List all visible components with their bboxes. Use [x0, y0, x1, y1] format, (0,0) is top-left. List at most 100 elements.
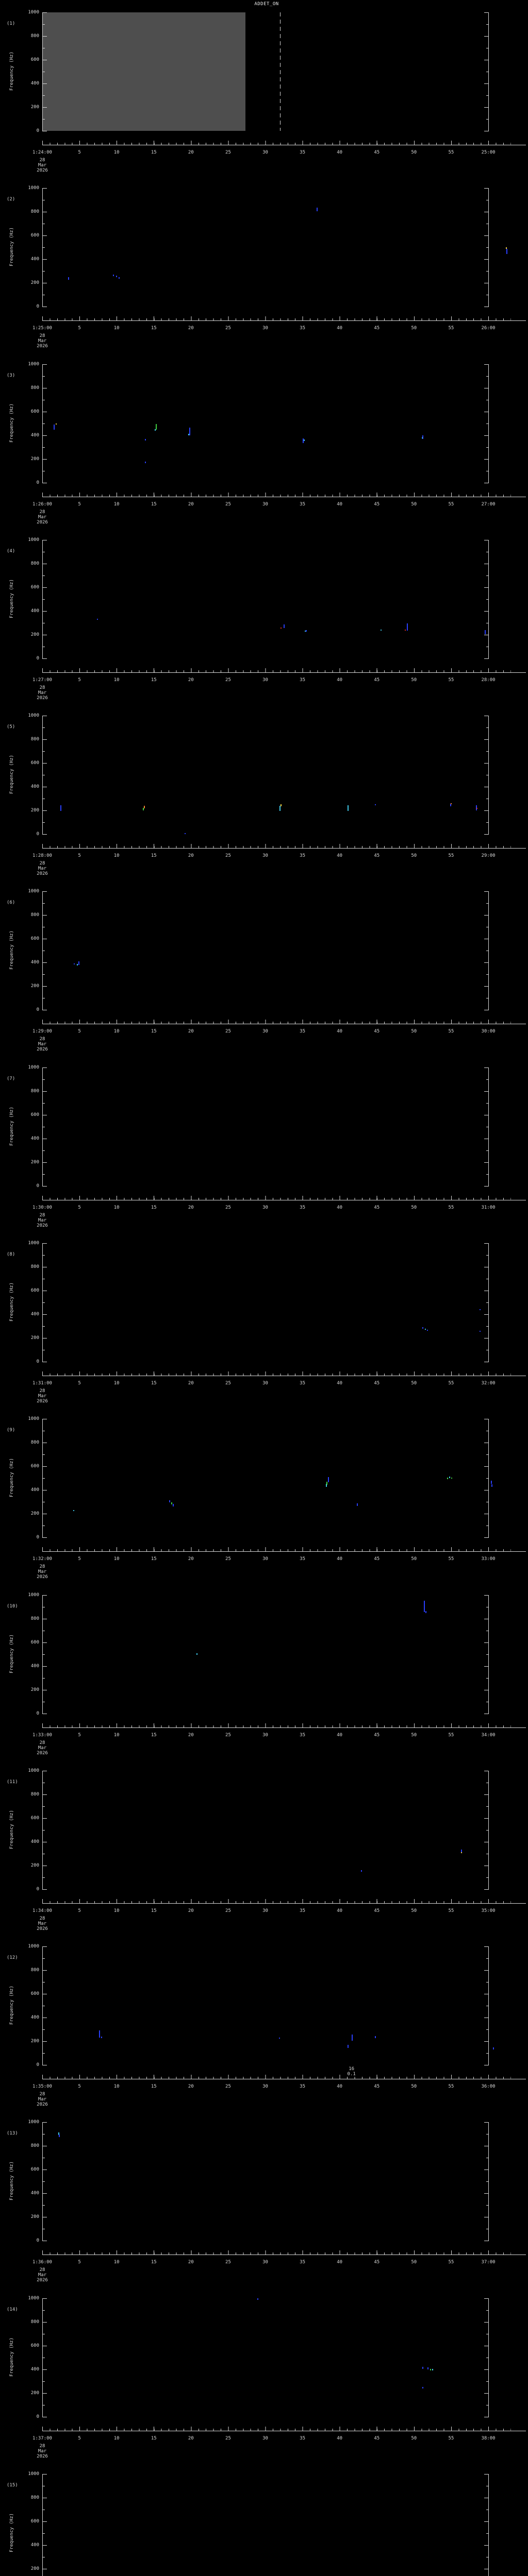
detection-mark	[374, 804, 376, 806]
spectrogram-panel-10: 1:33:00 5 10 15 20 25 30 35 40 45 50 55 34:00 28 Mar 20…	[0, 1583, 528, 1758]
y-axis-right	[488, 1770, 489, 1890]
panel-number: (3)	[7, 372, 15, 378]
detection-mark	[424, 1328, 426, 1330]
x-end-label: 32:00	[481, 1381, 496, 1386]
x-tick-label: 35	[300, 1205, 306, 1210]
x-tick-label: 55	[448, 1205, 454, 1210]
x-tick-label: 45	[374, 1381, 380, 1386]
y-tick-label: 1000	[28, 537, 39, 543]
y-tick-label: 600	[30, 2519, 39, 2524]
x-tick-label: 30	[262, 501, 268, 507]
x-tick-label: 10	[113, 326, 120, 331]
detection-mark	[461, 1849, 463, 1853]
y-major-ticks	[43, 1595, 47, 1714]
detection-mark	[352, 2034, 353, 2041]
y-minor-ticks	[43, 539, 45, 659]
y-minor-ticks	[43, 1067, 45, 1187]
x-tick-label: 20	[188, 1205, 194, 1210]
x-tick-label: 30	[262, 1732, 268, 1738]
x-tick-label: 40	[337, 2084, 343, 2090]
detection-mark	[56, 423, 57, 425]
x-tick-label: 40	[337, 1029, 343, 1035]
y-tick-label: 1000	[28, 889, 39, 894]
x-tick-label: 35	[300, 2084, 306, 2090]
detection-mark	[326, 1482, 328, 1485]
y-major-ticks	[43, 364, 47, 483]
x-tick-label: 5	[78, 326, 81, 331]
spectrogram-panel-13: 1:36:00 5 10 15 20 25 30 35 40 45 50 55 37:00 28 Mar 20…	[0, 2110, 528, 2285]
date-label: 28 Mar 2026	[37, 333, 48, 349]
x-minor-ticks	[42, 1549, 511, 1552]
y-axis-title: Frequency (Hz)	[9, 52, 14, 91]
x-tick-label: 20	[188, 2260, 194, 2265]
x-tick-label: 20	[188, 2084, 194, 2090]
date-label: 28 Mar 2026	[37, 1212, 48, 1228]
y-tick-label: 200	[30, 2214, 39, 2220]
x-tick-label: 10	[113, 1908, 120, 1913]
x-end-label: 26:00	[481, 326, 496, 331]
detection-mark	[280, 627, 282, 629]
x-tick-label: 45	[374, 1205, 380, 1210]
x-tick-label: 35	[300, 326, 306, 331]
date-label: 28 Mar 2026	[37, 2092, 48, 2108]
x-end-label: 36:00	[481, 2084, 496, 2090]
detection-mark	[357, 1503, 358, 1506]
y-minor-ticks	[43, 1419, 45, 1538]
y-minor-ticks-right	[486, 1067, 488, 1187]
x-tick-label: 30	[262, 1029, 268, 1035]
y-tick-label: 600	[30, 584, 39, 590]
y-minor-ticks	[43, 12, 45, 131]
x-tick-label: 30	[262, 150, 268, 155]
x-tick-label: 55	[448, 501, 454, 507]
detection-mark	[101, 2036, 103, 2038]
y-axis-right	[488, 188, 489, 308]
date-label: 28 Mar 2026	[37, 1916, 48, 1931]
y-tick-label: 400	[30, 784, 39, 790]
x-tick-label: 5	[78, 677, 81, 683]
panel-number: (2)	[7, 197, 15, 202]
y-tick-label: 200	[30, 808, 39, 814]
y-major-ticks	[43, 2474, 47, 2576]
x-start-label: 1:32:00	[32, 1556, 52, 1562]
y-axis	[42, 1067, 43, 1187]
y-axis-title: Frequency (Hz)	[9, 227, 14, 267]
detection-mark	[283, 624, 285, 629]
panel-number: (5)	[7, 724, 15, 730]
y-tick-label: 1000	[28, 1064, 39, 1070]
x-tick-label: 30	[262, 2260, 268, 2265]
y-tick-label: 200	[30, 632, 39, 637]
y-minor-ticks	[43, 891, 45, 1011]
x-tick-label: 35	[300, 501, 306, 507]
spectrogram-panel-15: 1:38:0051015202530354045505539:0028Mar20…	[0, 2462, 528, 2576]
y-tick-label: 400	[30, 257, 39, 262]
y-axis-right	[488, 2298, 489, 2417]
y-tick-label: 0	[36, 1535, 39, 1540]
spectrogram-panel-4: 1:27:00 5 10 15 20 25 30 35 40 45 50 55 28:00 28 Mar 20…	[0, 528, 528, 703]
y-major-ticks	[43, 2122, 47, 2242]
x-tick-label: 15	[151, 1732, 157, 1738]
y-tick-label: 400	[30, 1487, 39, 1493]
y-axis-right	[488, 716, 489, 835]
y-axis-right	[488, 1067, 489, 1187]
y-axis	[42, 1770, 43, 1890]
y-axis-title: Frequency (Hz)	[9, 1986, 14, 2025]
y-minor-ticks-right	[486, 12, 488, 131]
spectrogram-panel-3: 1:26:00 5 10 15 20 25 30 35 40 45 50 55 27:00 28 Mar 20…	[0, 352, 528, 528]
y-minor-ticks-right	[486, 539, 488, 659]
x-tick-label: 20	[188, 1732, 194, 1738]
detection-mark	[432, 2369, 433, 2370]
detection-mark	[450, 803, 451, 807]
x-tick-label: 25	[225, 2260, 231, 2265]
spectrogram-panel-2: 1:25:00 5 10 15 20 25 30 35 40 45 50 55 26:00 28 Mar 20…	[0, 176, 528, 351]
y-minor-ticks-right	[486, 1243, 488, 1363]
y-axis	[42, 1243, 43, 1363]
y-tick-label: 800	[30, 2319, 39, 2325]
x-minor-ticks	[42, 1901, 511, 1903]
y-minor-ticks-right	[486, 891, 488, 1011]
y-minor-ticks-right	[486, 2122, 488, 2242]
date-label: 28 Mar 2026	[37, 1037, 48, 1053]
detection-mark	[451, 1477, 453, 1479]
detection-mark	[68, 277, 69, 280]
x-tick-label: 40	[337, 853, 343, 859]
x-start-label: 1:36:00	[32, 2260, 52, 2265]
